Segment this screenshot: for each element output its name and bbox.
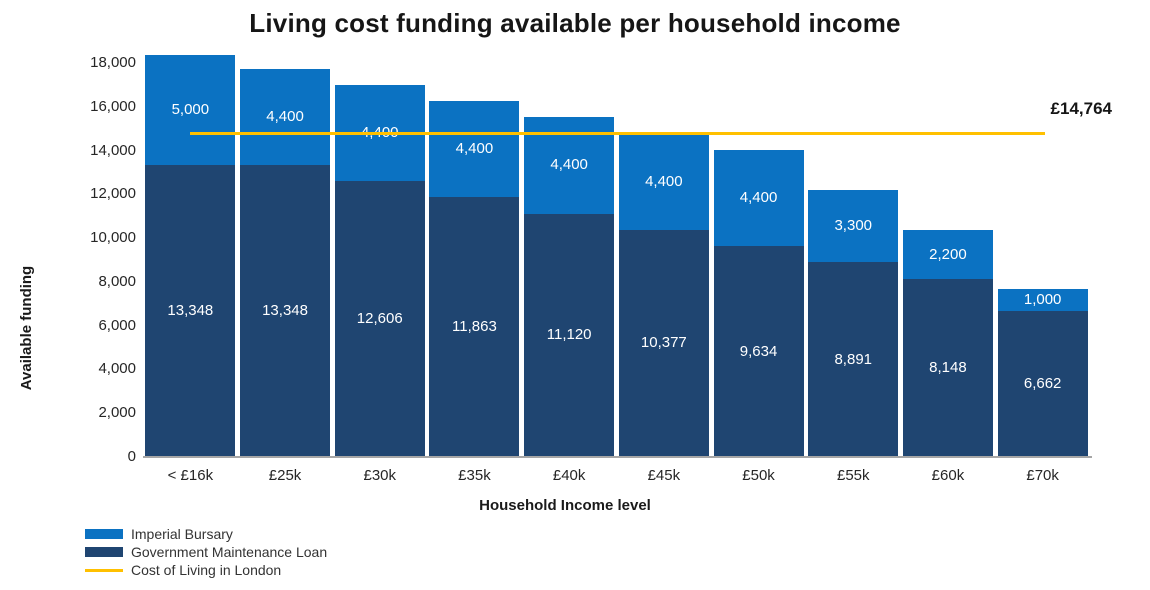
bar-segment-government-maintenance-loan <box>145 164 236 457</box>
x-axis-title: Household Income level <box>479 497 651 514</box>
bursary-value-label: 4,400 <box>550 156 588 174</box>
bar-segment-government-maintenance-loan <box>808 262 899 457</box>
x-tick-label: £35k <box>458 467 491 484</box>
legend-imperial-bursary: Imperial Bursary <box>85 527 327 541</box>
y-tick-label: 4,000 <box>98 360 136 378</box>
bar-segment-government-maintenance-loan <box>902 278 993 457</box>
y-tick-label: 0 <box>127 448 136 465</box>
bar-segment-imperial-bursary <box>808 190 899 263</box>
bar-segment-imperial-bursary <box>429 101 520 198</box>
bar-segment-government-maintenance-loan <box>997 311 1088 457</box>
bursary-value-label: 4,400 <box>455 140 494 158</box>
bar-segment-government-maintenance-loan <box>618 229 709 457</box>
legend-cost-of-living: Cost of Living in London <box>85 563 327 577</box>
y-tick-label: 12,000 <box>90 185 136 203</box>
legend-label: Government Maintenance Loan <box>131 544 328 560</box>
y-axis-title: Available funding <box>18 265 35 391</box>
x-tick-label: < £16k <box>167 467 214 484</box>
chart-title: Living cost funding available per househ… <box>249 8 901 38</box>
x-tick-label: £55k <box>836 467 870 484</box>
bar-segment-imperial-bursary <box>240 68 331 165</box>
x-tick-label: £70k <box>1026 467 1059 484</box>
bar-segment-government-maintenance-loan <box>524 213 615 457</box>
y-tick-label: 18,000 <box>90 54 136 71</box>
x-axis-line <box>143 456 1092 458</box>
loan-value-label: 11,863 <box>452 318 497 336</box>
x-tick-label: £30k <box>363 467 397 484</box>
x-tick-label: £60k <box>931 467 965 484</box>
legend-government-maintenance-loan: Government Maintenance Loan <box>85 545 327 559</box>
cost-of-living-reference-line <box>190 132 1045 136</box>
bursary-value-label: 5,000 <box>171 101 210 119</box>
y-tick-label: 14,000 <box>90 141 136 159</box>
bar-segment-imperial-bursary <box>902 230 993 279</box>
y-tick-label: 10,000 <box>90 229 136 247</box>
legend-line-swatch-icon <box>85 568 123 572</box>
x-tick-label: £40k <box>552 467 586 484</box>
y-tick-label: 6,000 <box>98 316 136 334</box>
loan-value-label: 11,120 <box>546 326 592 344</box>
bursary-value-label: 4,400 <box>739 188 778 206</box>
bar-segment-imperial-bursary <box>713 149 804 247</box>
bar-segment-government-maintenance-loan <box>713 246 804 457</box>
legend-color-swatch-icon <box>85 547 123 557</box>
y-tick-label: 8,000 <box>98 272 136 290</box>
loan-value-label: 6,662 <box>1023 375 1062 393</box>
bursary-value-label: 2,200 <box>929 245 967 263</box>
loan-value-label: 13,348 <box>167 301 214 319</box>
legend-label: Imperial Bursary <box>131 526 233 542</box>
bar-segment-imperial-bursary <box>145 55 236 165</box>
y-tick-label: 16,000 <box>90 97 136 115</box>
bar-segment-government-maintenance-loan <box>240 164 331 457</box>
x-tick-label: £45k <box>647 467 681 484</box>
bursary-value-label: 4,400 <box>266 107 304 125</box>
legend: Imperial Bursary Government Maintenance L… <box>85 527 327 577</box>
loan-value-label: 9,634 <box>739 342 778 360</box>
legend-label: Cost of Living in London <box>131 562 282 578</box>
cost-of-living-value-label: £14,764 <box>1050 99 1112 118</box>
loan-value-label: 8,891 <box>834 350 873 368</box>
bar-segment-government-maintenance-loan <box>429 197 520 457</box>
bursary-value-label: 4,400 <box>645 172 683 190</box>
x-tick-label: £50k <box>742 467 775 484</box>
x-tick-label: £25k <box>268 467 302 484</box>
loan-value-label: 13,348 <box>262 301 308 319</box>
bar-segment-government-maintenance-loan <box>334 181 425 457</box>
bursary-value-label: 1,000 <box>1023 291 1062 309</box>
bar-segment-imperial-bursary <box>997 289 1088 312</box>
bursary-value-label: 3,300 <box>834 217 873 235</box>
loan-value-label: 10,377 <box>640 334 687 352</box>
loan-value-label: 8,148 <box>929 358 967 376</box>
y-tick-label: 2,000 <box>98 404 136 422</box>
legend-color-swatch-icon <box>85 529 123 539</box>
bar-segment-imperial-bursary <box>618 133 709 230</box>
loan-value-label: 12,606 <box>356 310 403 328</box>
